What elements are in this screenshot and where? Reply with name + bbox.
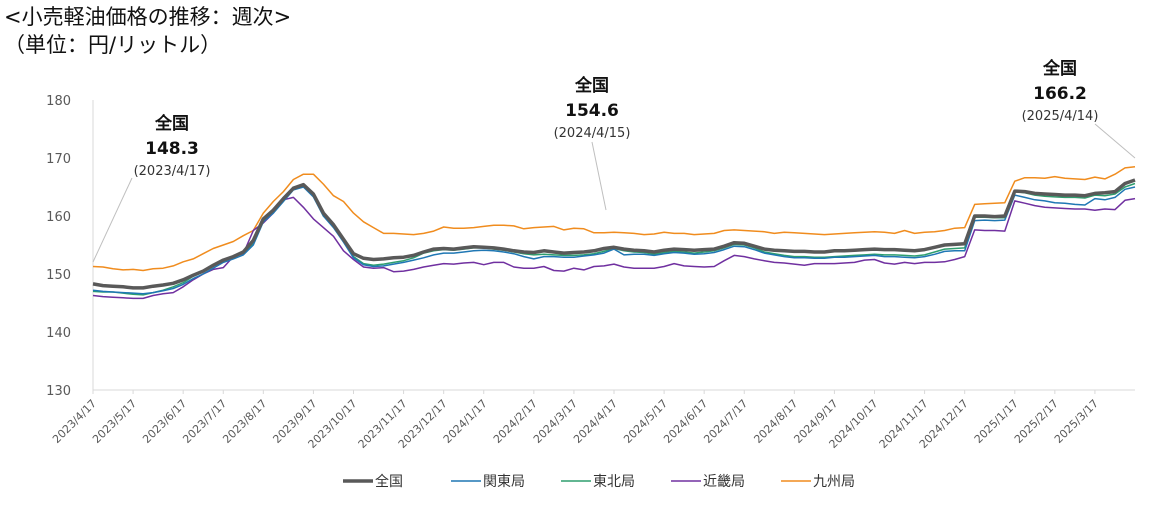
annotation-date: (2023/4/17) [134, 164, 211, 179]
x-tick-label: 2024/7/17 [701, 397, 750, 446]
x-tick-label: 2025/3/17 [1052, 397, 1101, 446]
annotation-value: 154.6 [565, 101, 619, 121]
annotation-label: 全国 [1042, 58, 1077, 79]
x-tick-label: 2023/8/17 [220, 397, 269, 446]
series-line [92, 165, 1136, 272]
legend-label: 九州局 [813, 474, 855, 490]
y-tick-label: 170 [46, 152, 71, 167]
annotation-value: 166.2 [1033, 84, 1087, 104]
y-tick-label: 180 [46, 94, 71, 109]
legend-label: 全国 [375, 473, 403, 490]
y-tick-label: 130 [46, 384, 71, 399]
legend-label: 関東局 [483, 474, 525, 490]
annotation-label: 全国 [574, 75, 609, 96]
annotation-date: (2024/4/15) [554, 126, 631, 141]
annotation-leader [1094, 123, 1136, 159]
series-line [92, 178, 1136, 290]
x-tick-label: 2024/1/17 [441, 397, 490, 446]
annotation-date: (2025/4/14) [1022, 109, 1099, 124]
y-tick-label: 150 [46, 268, 71, 283]
annotation-leader [591, 141, 607, 211]
chart-subtitle: （単位：円/リットル） [4, 33, 221, 57]
annotation-label: 全国 [154, 113, 189, 134]
annotation-leader [92, 177, 133, 263]
annotation-value: 148.3 [145, 139, 199, 159]
series-line [92, 186, 1136, 295]
x-tick-label: 2023/5/17 [90, 397, 139, 446]
x-tick-label: 2024/4/17 [571, 397, 620, 446]
chart-title: <小売軽油価格の推移：週次> [4, 5, 291, 29]
y-tick-label: 160 [46, 210, 71, 225]
y-tick-label: 140 [46, 326, 71, 341]
legend-label: 東北局 [593, 474, 635, 490]
legend-label: 近畿局 [703, 474, 745, 490]
